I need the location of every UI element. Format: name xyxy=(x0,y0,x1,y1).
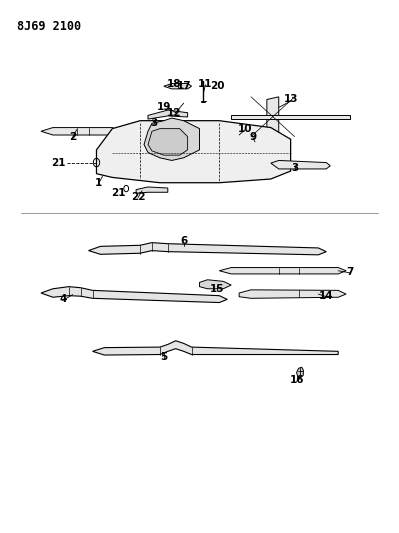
Polygon shape xyxy=(219,268,346,274)
Polygon shape xyxy=(148,110,188,119)
Text: 18: 18 xyxy=(166,78,181,88)
Text: 3: 3 xyxy=(291,164,298,173)
Text: 11: 11 xyxy=(198,78,213,88)
Text: 15: 15 xyxy=(210,284,225,294)
Text: 21: 21 xyxy=(51,158,66,168)
Text: 3: 3 xyxy=(150,118,158,128)
Polygon shape xyxy=(93,341,338,355)
Text: 14: 14 xyxy=(319,290,334,301)
Polygon shape xyxy=(148,128,188,155)
Text: 2: 2 xyxy=(69,132,76,142)
Text: 10: 10 xyxy=(238,124,252,134)
Text: 19: 19 xyxy=(157,102,171,112)
Polygon shape xyxy=(267,97,279,139)
Polygon shape xyxy=(231,115,350,119)
Polygon shape xyxy=(41,287,227,303)
Text: 12: 12 xyxy=(166,108,181,118)
Text: 4: 4 xyxy=(59,294,67,304)
Polygon shape xyxy=(136,187,168,193)
Text: 21: 21 xyxy=(111,188,126,198)
Text: 16: 16 xyxy=(289,375,304,385)
Text: 22: 22 xyxy=(131,191,145,201)
Polygon shape xyxy=(296,367,303,378)
Polygon shape xyxy=(97,120,290,183)
Polygon shape xyxy=(164,84,192,89)
Text: 5: 5 xyxy=(160,352,168,361)
Polygon shape xyxy=(144,118,200,160)
Text: 7: 7 xyxy=(346,267,354,277)
Text: 1: 1 xyxy=(95,177,102,188)
Polygon shape xyxy=(89,243,326,255)
Text: 6: 6 xyxy=(180,236,187,246)
Text: 20: 20 xyxy=(210,81,225,91)
Polygon shape xyxy=(239,290,346,298)
Text: 8J69 2100: 8J69 2100 xyxy=(17,20,81,33)
Text: 9: 9 xyxy=(249,132,257,142)
Polygon shape xyxy=(41,127,120,135)
Text: 13: 13 xyxy=(283,94,298,104)
Polygon shape xyxy=(271,160,330,169)
Text: 17: 17 xyxy=(176,81,191,91)
Polygon shape xyxy=(200,280,231,289)
